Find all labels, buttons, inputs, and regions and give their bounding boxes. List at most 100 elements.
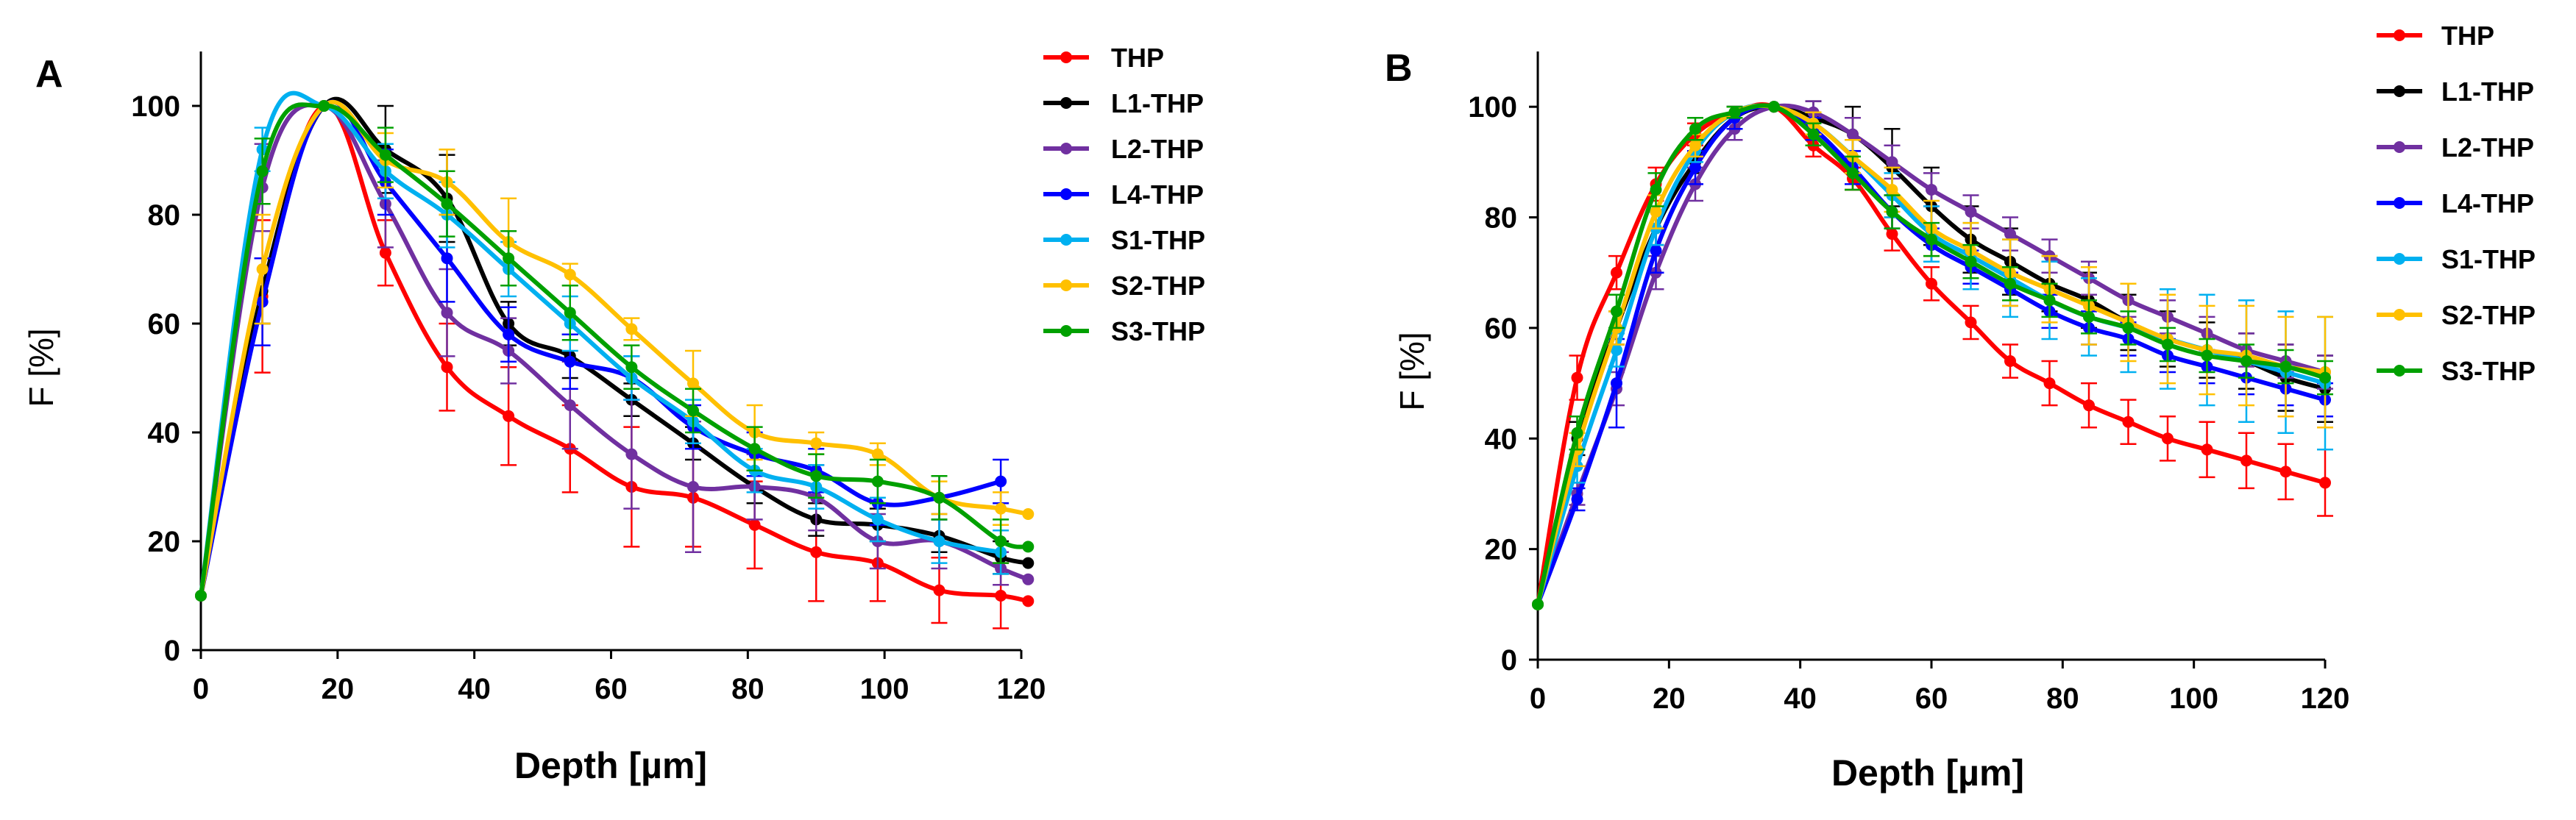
data-point-s2-thp <box>1650 206 1662 218</box>
x-tick-label: 40 <box>1784 682 1817 715</box>
data-point-s2-thp <box>1022 508 1035 520</box>
data-point-l4-thp <box>1650 244 1662 257</box>
data-point-s3-thp <box>1807 128 1820 140</box>
data-point-s3-thp <box>2083 310 2095 323</box>
panel-label-b: B <box>1385 47 1413 90</box>
legend-label: L4-THP <box>2441 188 2534 218</box>
legend-label: S1-THP <box>1111 225 1205 255</box>
legend-swatch-marker <box>2394 29 2405 41</box>
series-line-s2-thp <box>199 99 1031 598</box>
x-axis-title: Depth [µm] <box>1831 752 2024 794</box>
data-point-s3-thp <box>871 475 884 488</box>
legend-item-l2-thp: L2-THP <box>2377 132 2534 163</box>
data-point-s3-thp <box>1532 598 1544 610</box>
data-point-l2-thp <box>1926 183 1937 196</box>
data-point-thp <box>2083 399 2095 412</box>
y-tick-label: 100 <box>131 90 180 123</box>
x-tick-label: 0 <box>1530 682 1546 715</box>
data-point-s3-thp <box>1768 101 1780 113</box>
x-tick-label: 20 <box>322 673 355 705</box>
y-tick-label: 20 <box>1485 534 1518 566</box>
data-point-thp <box>503 410 515 422</box>
y-tick-label: 100 <box>1468 91 1517 124</box>
legend-swatch-marker <box>1060 279 1072 291</box>
data-point-l4-thp <box>564 355 576 368</box>
data-point-s2-thp <box>810 437 823 449</box>
y-tick-label: 80 <box>1485 202 1518 235</box>
series-line-l1-thp <box>199 96 1031 598</box>
data-point-s3-thp <box>995 535 1007 547</box>
data-point-thp <box>2162 432 2174 445</box>
data-point-thp <box>1965 316 1977 329</box>
legend-item-s2-thp: S2-THP <box>1043 271 1205 301</box>
panel-label-a: A <box>35 53 63 96</box>
y-tick-label: 60 <box>148 308 181 341</box>
data-point-s3-thp <box>2240 355 2252 368</box>
data-point-thp <box>1571 371 1583 384</box>
data-point-thp <box>379 246 391 259</box>
data-point-l4-thp <box>1611 377 1622 390</box>
data-point-s3-thp <box>810 470 823 482</box>
legend-item-l4-thp: L4-THP <box>2377 188 2534 218</box>
data-point-s2-thp <box>871 448 884 460</box>
legend-label: THP <box>1111 43 1164 73</box>
data-point-s3-thp <box>2319 371 2331 384</box>
data-point-s3-thp <box>256 165 269 177</box>
data-point-l4-thp <box>503 328 515 341</box>
legend-item-s3-thp: S3-THP <box>2377 356 2536 386</box>
series-line-s1-thp <box>199 90 1004 598</box>
data-point-thp <box>2240 454 2252 467</box>
x-axis-title: Depth [µm] <box>514 745 707 786</box>
data-point-s3-thp <box>933 491 945 504</box>
legend-item-l2-thp: L2-THP <box>1043 134 1204 164</box>
data-point-l4-thp <box>1689 161 1701 174</box>
data-point-s2-thp <box>256 263 269 275</box>
y-tick-label: 80 <box>148 199 181 232</box>
data-point-s3-thp <box>2004 277 2016 290</box>
x-tick-label: 120 <box>2301 682 2350 715</box>
legend-swatch-marker <box>2394 141 2405 153</box>
x-tick-label: 40 <box>458 673 491 705</box>
data-point-thp <box>441 361 453 374</box>
data-point-s3-thp <box>441 198 453 210</box>
x-tick-label: 100 <box>2169 682 2218 715</box>
legend-label: L1-THP <box>2441 76 2534 107</box>
data-point-s3-thp <box>687 404 699 417</box>
data-point-s3-thp <box>1611 305 1622 318</box>
data-point-s3-thp <box>1926 233 1937 246</box>
data-point-thp <box>2201 443 2213 456</box>
legend-item-s1-thp: S1-THP <box>2377 244 2536 274</box>
legend-item-l1-thp: L1-THP <box>2377 76 2534 107</box>
legend-swatch-marker <box>2394 197 2405 209</box>
x-tick-label: 120 <box>997 673 1046 705</box>
data-point-s3-thp <box>318 100 330 112</box>
legend-item-s2-thp: S2-THP <box>2377 300 2536 330</box>
x-tick-label: 60 <box>1915 682 1948 715</box>
data-point-l2-thp <box>1847 128 1859 140</box>
series-line-s3-thp <box>199 102 1031 598</box>
data-point-thp <box>2122 416 2135 428</box>
legend-label: THP <box>2441 21 2494 51</box>
data-point-s3-thp <box>2122 321 2135 334</box>
data-point-l1-thp <box>1022 557 1035 569</box>
legend-item-thp: THP <box>1043 43 1164 73</box>
data-point-s3-thp <box>625 361 638 374</box>
legend-label: L2-THP <box>2441 132 2534 163</box>
legend-swatch-marker <box>1060 97 1072 109</box>
data-point-l2-thp <box>1886 156 1898 168</box>
legend-item-l4-thp: L4-THP <box>1043 179 1204 210</box>
data-point-s2-thp <box>1886 183 1898 196</box>
data-point-l4-thp <box>1571 493 1583 505</box>
data-point-s3-thp <box>2201 349 2213 362</box>
legend-label: L1-THP <box>1111 88 1204 118</box>
data-point-s3-thp <box>1689 123 1701 135</box>
legend-swatch-marker <box>1060 143 1072 154</box>
data-point-s3-thp <box>748 443 761 455</box>
data-point-s3-thp <box>1022 541 1035 553</box>
x-tick-label: 0 <box>193 673 209 705</box>
legend-swatch-marker <box>2394 309 2405 321</box>
data-point-s3-thp <box>1650 183 1662 196</box>
legend-swatch-marker <box>2394 365 2405 377</box>
data-point-thp <box>2043 377 2056 390</box>
